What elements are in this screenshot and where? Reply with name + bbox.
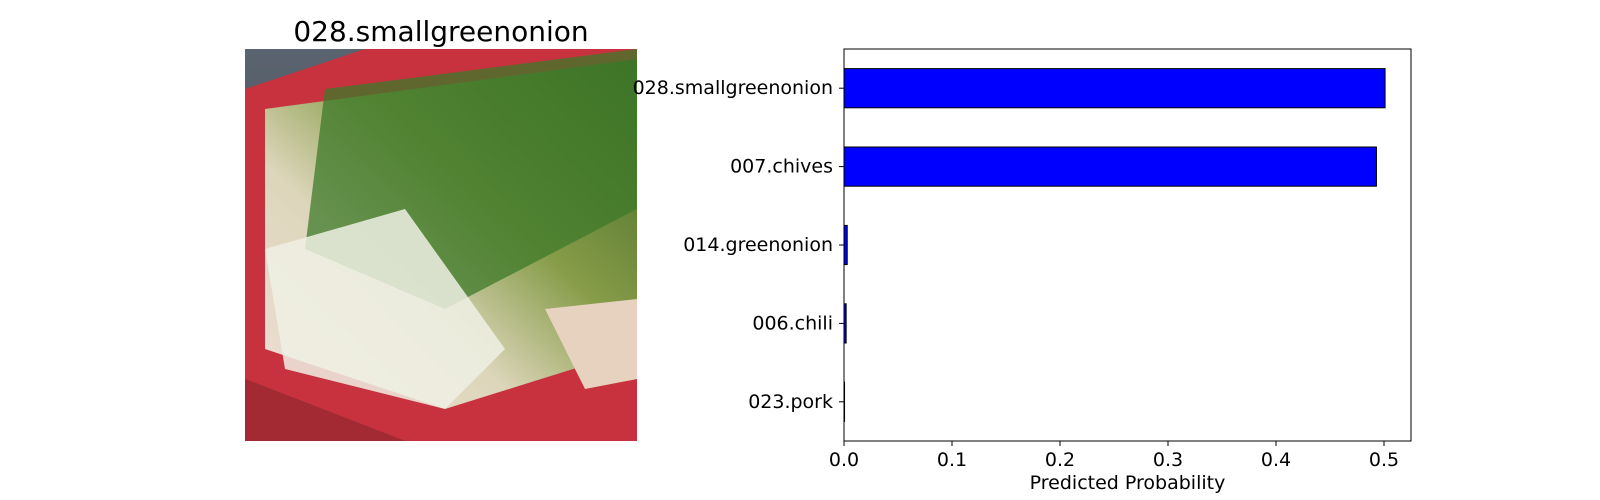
bar-028.smallgreenonion: [843, 68, 1386, 109]
bar-007.chives: [843, 146, 1377, 187]
x-tick-label: 0.2: [1045, 449, 1075, 471]
food-photo: [245, 49, 637, 441]
y-axis: 028.smallgreenonion 007.chives 014.greenon…: [633, 77, 844, 413]
y-tick-label: 006.chili: [752, 312, 833, 334]
image-title: 028.smallgreenonion: [293, 15, 589, 48]
y-tick-label: 023.pork: [748, 391, 833, 413]
y-tick-label: 007.chives: [730, 156, 833, 178]
y-tick-label: 028.smallgreenonion: [633, 77, 833, 99]
x-tick-label: 0.0: [829, 449, 859, 471]
y-tick-label: 014.greenonion: [683, 234, 833, 256]
x-tick-label: 0.3: [1153, 449, 1183, 471]
bars-group: [843, 68, 1386, 422]
green-onion-photo: [245, 49, 637, 441]
x-tick-label: 0.1: [937, 449, 967, 471]
x-axis-label: Predicted Probability: [1030, 472, 1226, 494]
x-tick-label: 0.5: [1369, 449, 1399, 471]
x-axis: 0.0 0.1 0.2 0.3 0.4 0.5: [829, 441, 1399, 471]
x-tick-label: 0.4: [1261, 449, 1291, 471]
